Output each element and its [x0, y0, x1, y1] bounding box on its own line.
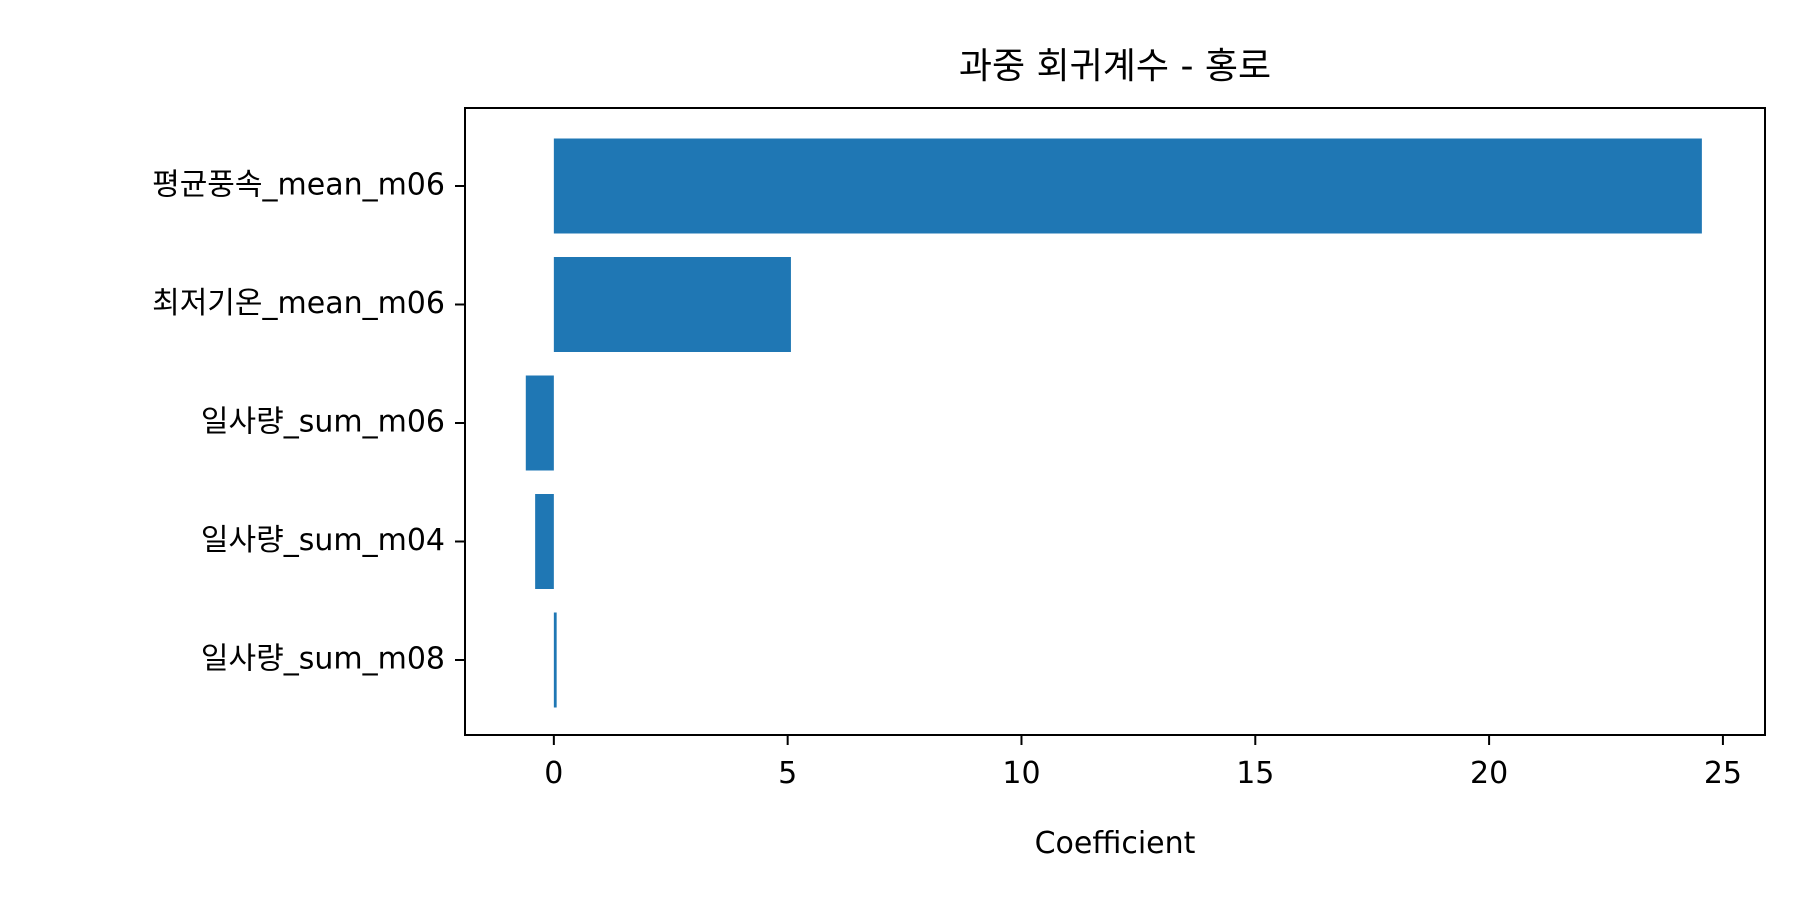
- x-axis-label: Coefficient: [1035, 826, 1196, 861]
- bar-4: [535, 494, 554, 589]
- y-axis: 평균풍속_mean_m06 최저기온_mean_m06 일사량_sum_m06 일사량…: [152, 168, 465, 677]
- x-tick-label: 5: [778, 756, 797, 791]
- y-tick-label: 평균풍속_mean_m06: [152, 168, 445, 203]
- x-tick-label: 25: [1704, 756, 1742, 791]
- plot-frame: [464, 107, 1766, 736]
- x-tick-label: 0: [544, 756, 563, 791]
- bar-5: [553, 612, 557, 708]
- x-axis: 0 5 10 15 20 25: [544, 735, 1742, 791]
- bar-3: [525, 375, 554, 471]
- y-tick-label: 최저기온_mean_m06: [152, 286, 445, 321]
- chart-title: 과중 회귀계수 - 홍로: [959, 46, 1271, 87]
- y-tick-label: 일사량_sum_m06: [201, 405, 445, 440]
- bars-layer: [525, 138, 1702, 708]
- bar-2: [553, 257, 791, 352]
- x-tick-label: 20: [1470, 756, 1508, 791]
- x-tick-label: 10: [1002, 756, 1040, 791]
- bar-1: [553, 138, 1702, 234]
- y-tick-label: 일사량_sum_m04: [201, 523, 445, 558]
- x-tick-label: 15: [1236, 756, 1274, 791]
- y-tick-label: 일사량_sum_m08: [201, 642, 445, 677]
